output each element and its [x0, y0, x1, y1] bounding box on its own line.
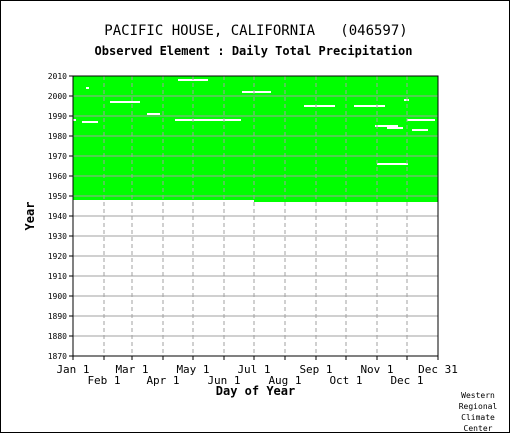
credit-text: Western Regional Climate Center	[453, 390, 503, 433]
data-gap-mark	[242, 91, 271, 93]
data-gap-mark	[412, 129, 428, 131]
x-tick-label: Jan 1	[56, 363, 89, 376]
data-gap-mark	[354, 105, 385, 107]
y-tick-label: 1950	[48, 192, 67, 201]
data-gap-mark	[86, 87, 89, 89]
y-tick-label: 1880	[48, 332, 67, 341]
y-tick-label: 1900	[48, 292, 67, 301]
data-coverage-block	[73, 76, 254, 200]
y-tick-label: 2000	[48, 92, 67, 101]
x-tick-label: Mar 1	[115, 363, 148, 376]
y-tick-label: 1990	[48, 112, 67, 121]
credit-line: Regional	[458, 402, 498, 411]
x-tick-label: Dec 1	[390, 374, 423, 387]
data-gap-mark	[175, 119, 241, 121]
chart-subtitle: Observed Element : Daily Total Precipita…	[94, 44, 413, 58]
y-tick-label: 1930	[48, 232, 67, 241]
y-tick-label: 1920	[48, 252, 67, 261]
y-tick-label: 1890	[48, 312, 67, 321]
credit-line: Climate	[461, 413, 495, 422]
x-tick-label: Feb 1	[87, 374, 120, 387]
x-tick-label: Aug 1	[268, 374, 301, 387]
y-tick-label: 2010	[48, 72, 67, 81]
chart-title: PACIFIC HOUSE, CALIFORNIA (046597)	[104, 23, 408, 39]
x-tick-label: Dec 31	[418, 363, 458, 376]
y-tick-label: 1870	[48, 352, 67, 361]
x-tick-label: Nov 1	[360, 363, 393, 376]
data-gap-mark	[304, 105, 335, 107]
credit-line: Center	[463, 424, 493, 433]
y-tick-label: 1940	[48, 212, 67, 221]
y-tick-label: 1970	[48, 152, 67, 161]
x-axis-title: Day of Year	[216, 384, 295, 398]
x-tick-label: Jul 1	[237, 363, 270, 376]
data-gap-mark	[73, 119, 76, 121]
data-gap-mark	[407, 119, 435, 121]
credit-line: Western	[461, 391, 495, 400]
y-tick-label: 1960	[48, 172, 67, 181]
y-axis-title: Year	[23, 202, 37, 231]
x-tick-label: Sep 1	[299, 363, 332, 376]
y-tick-label: 1910	[48, 272, 67, 281]
x-tick-label: Jun 1	[207, 374, 240, 387]
data-gap-mark	[147, 113, 160, 115]
x-tick-label: Apr 1	[146, 374, 179, 387]
data-gap-mark	[110, 101, 140, 103]
plot-area-border	[72, 75, 439, 357]
data-gap-mark	[375, 125, 398, 127]
data-gap-mark	[82, 121, 98, 123]
x-tick-label: Oct 1	[329, 374, 362, 387]
y-tick-label: 1980	[48, 132, 67, 141]
data-gap-mark	[377, 163, 408, 165]
data-gap-mark	[387, 127, 403, 129]
x-tick-label: May 1	[176, 363, 209, 376]
